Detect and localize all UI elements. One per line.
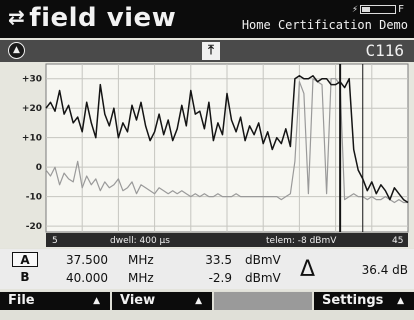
chevron-up-icon: ▲ <box>397 296 404 306</box>
delta-icon: Δ <box>300 257 316 282</box>
title-bar: ⇄ field view ⚡ F Home Certification Demo <box>0 0 414 38</box>
marker-row-a[interactable]: A 37.500 MHz 33.5 dBmV <box>0 251 300 269</box>
settings-menu-button[interactable]: Settings ▲ <box>314 292 414 310</box>
plot-series <box>45 75 409 204</box>
y-tick-labels: +30 +20 +10 0 -10 -20 <box>22 75 42 232</box>
app-subtitle: Home Certification Demo <box>241 18 408 32</box>
y-tick-label: -20 <box>26 222 42 232</box>
app-title: ⇄ field view <box>8 2 176 35</box>
blank-softkey[interactable] <box>214 292 312 310</box>
app-title-text: field view <box>29 3 177 33</box>
up-triangle-in-circle-icon[interactable]: ▲ <box>8 42 25 59</box>
marker-b-power: -2.9 <box>208 271 232 285</box>
dwell-label: dwell: 400 µs <box>110 236 170 246</box>
tool-bar: ▲ ⤒ C116 <box>0 40 414 62</box>
marker-a-frequency: 37.500 <box>66 253 108 267</box>
plot-info-strip <box>46 233 408 247</box>
marker-up-arrow-icon[interactable]: ⤒ <box>202 42 220 60</box>
marker-b-frequency: 40.000 <box>66 271 108 285</box>
y-tick-label: +20 <box>22 104 42 114</box>
chevron-up-icon: ▲ <box>93 296 100 306</box>
marker-b-frequency-unit: MHz <box>128 271 154 285</box>
marker-b-label[interactable]: B <box>20 270 30 284</box>
reference-trace-line <box>45 78 408 204</box>
x-start-label: 5 <box>52 236 58 246</box>
swap-arrows-icon[interactable]: ⇄ <box>8 5 26 29</box>
y-tick-label: +30 <box>22 75 42 85</box>
live-trace-line <box>45 75 409 204</box>
marker-a-frequency-unit: MHz <box>128 253 154 267</box>
y-tick-label: +10 <box>22 134 42 144</box>
channel-label: C116 <box>365 41 404 60</box>
y-tick-label: 0 <box>36 163 42 173</box>
chevron-up-icon: ▲ <box>195 296 202 306</box>
marker-a-label[interactable]: A <box>12 252 38 267</box>
file-menu-label: File <box>8 293 35 308</box>
spectrum-plot[interactable]: +30 +20 +10 0 -10 -20 5 dwell: 400 µs telem: … <box>0 62 414 248</box>
power-icon: ⚡ <box>351 4 358 15</box>
telemetry-label: telem: -8 dBmV <box>266 236 337 246</box>
delta-value: 36.4 dB <box>361 263 408 277</box>
view-menu-button[interactable]: View ▲ <box>112 292 212 310</box>
marker-a-power: 33.5 <box>205 253 232 267</box>
battery-icon <box>359 4 396 14</box>
plot-markers <box>339 64 364 232</box>
settings-menu-label: Settings <box>322 293 384 308</box>
marker-a-power-unit: dBmV <box>245 253 281 267</box>
y-tick-label: -10 <box>26 193 42 203</box>
x-end-label: 45 <box>392 236 403 246</box>
menu-bar: File ▲ View ▲ Settings ▲ <box>0 291 414 320</box>
view-menu-label: View <box>120 293 156 308</box>
file-menu-button[interactable]: File ▲ <box>0 292 110 310</box>
marker-row-b[interactable]: B 40.000 MHz -2.9 dBmV <box>0 269 300 287</box>
battery-full-label: F <box>397 4 404 15</box>
status-icons: ⚡ F <box>352 4 404 15</box>
marker-readouts: A 37.500 MHz 33.5 dBmV B 40.000 MHz -2.9… <box>0 249 414 289</box>
marker-b-power-unit: dBmV <box>245 271 281 285</box>
